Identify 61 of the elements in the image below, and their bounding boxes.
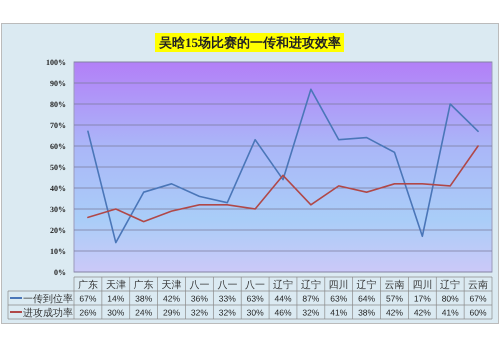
y-tick-label: 40%	[50, 184, 66, 193]
y-tick-label: 80%	[50, 100, 66, 109]
data-label: 60%	[470, 308, 488, 318]
data-label: 64%	[358, 294, 376, 304]
x-tick-label: 四川	[412, 279, 432, 291]
x-tick-label: 辽宁	[300, 279, 321, 291]
x-tick-label: 天津	[106, 279, 126, 291]
data-label: 42%	[414, 308, 432, 318]
data-label: 33%	[218, 294, 236, 304]
data-label: 41%	[442, 308, 460, 318]
data-label: 38%	[358, 308, 376, 318]
y-tick-label: 100%	[46, 58, 66, 67]
data-label: 29%	[163, 308, 180, 318]
chart-title: 吴晗15场比赛的一传和进攻效率	[158, 35, 341, 50]
data-label: 44%	[274, 294, 292, 304]
data-label: 42%	[386, 308, 404, 318]
data-label: 63%	[330, 294, 348, 304]
x-tick-label: 辽宁	[356, 279, 377, 291]
data-label: 30%	[107, 308, 125, 318]
x-tick-label: 八一	[217, 280, 238, 291]
line-series	[87, 145, 479, 222]
y-tick-label: 20%	[50, 226, 66, 235]
data-label: 30%	[246, 308, 264, 318]
data-label: 32%	[190, 308, 208, 318]
data-label: 67%	[79, 294, 97, 304]
x-tick-label: 四川	[328, 279, 349, 291]
x-tick-label: 八一	[245, 280, 266, 291]
y-tick-label: 50%	[50, 163, 66, 172]
y-tick-label: 90%	[50, 79, 66, 88]
data-label: 67%	[470, 294, 488, 304]
data-label: 32%	[302, 308, 320, 318]
line-series	[87, 88, 479, 244]
data-label: 14%	[107, 294, 125, 304]
data-label: 63%	[246, 294, 264, 304]
data-label: 80%	[442, 294, 460, 304]
data-label: 24%	[135, 308, 153, 318]
y-tick-label: 70%	[50, 121, 66, 130]
legend-label: 一传到位率	[23, 293, 73, 305]
x-tick-label: 辽宁	[440, 279, 460, 291]
y-tick-label: 60%	[50, 142, 66, 151]
x-tick-label: 广东	[134, 279, 154, 291]
data-label: 26%	[79, 308, 97, 318]
data-label: 36%	[190, 294, 208, 304]
x-tick-label: 云南	[384, 279, 404, 291]
data-label: 42%	[163, 294, 180, 304]
data-label: 17%	[414, 294, 432, 304]
x-tick-label: 云南	[468, 279, 488, 291]
y-tick-label: 30%	[50, 205, 66, 214]
x-tick-label: 天津	[162, 279, 182, 291]
x-tick-label: 八一	[189, 280, 210, 291]
y-tick-label: 10%	[50, 247, 66, 256]
data-label: 46%	[274, 308, 292, 318]
data-label: 87%	[302, 294, 320, 304]
y-tick-label: 0%	[54, 268, 66, 277]
data-label: 38%	[135, 294, 153, 304]
x-tick-label: 辽宁	[273, 279, 293, 291]
data-label: 41%	[330, 308, 348, 318]
data-label: 32%	[218, 308, 236, 318]
data-label: 57%	[386, 294, 404, 304]
legend-label: 进攻成功率	[23, 307, 73, 319]
x-tick-label: 广东	[78, 279, 98, 291]
